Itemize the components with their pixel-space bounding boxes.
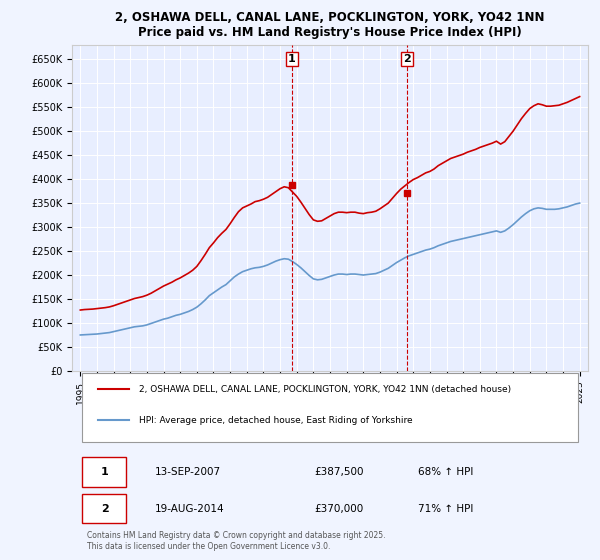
Text: 13-SEP-2007: 13-SEP-2007	[155, 467, 221, 477]
FancyBboxPatch shape	[82, 457, 126, 487]
Text: 2: 2	[403, 54, 411, 64]
Text: 71% ↑ HPI: 71% ↑ HPI	[418, 503, 473, 514]
Text: £370,000: £370,000	[314, 503, 364, 514]
Text: 68% ↑ HPI: 68% ↑ HPI	[418, 467, 473, 477]
Text: 1: 1	[101, 467, 109, 477]
Text: 2: 2	[101, 503, 109, 514]
FancyBboxPatch shape	[82, 373, 578, 442]
Text: HPI: Average price, detached house, East Riding of Yorkshire: HPI: Average price, detached house, East…	[139, 416, 413, 425]
Text: 19-AUG-2014: 19-AUG-2014	[155, 503, 224, 514]
Text: 2, OSHAWA DELL, CANAL LANE, POCKLINGTON, YORK, YO42 1NN (detached house): 2, OSHAWA DELL, CANAL LANE, POCKLINGTON,…	[139, 385, 511, 394]
Title: 2, OSHAWA DELL, CANAL LANE, POCKLINGTON, YORK, YO42 1NN
Price paid vs. HM Land R: 2, OSHAWA DELL, CANAL LANE, POCKLINGTON,…	[115, 11, 545, 39]
Text: £387,500: £387,500	[314, 467, 364, 477]
FancyBboxPatch shape	[82, 494, 126, 523]
Text: 1: 1	[288, 54, 296, 64]
Text: Contains HM Land Registry data © Crown copyright and database right 2025.
This d: Contains HM Land Registry data © Crown c…	[88, 531, 386, 550]
